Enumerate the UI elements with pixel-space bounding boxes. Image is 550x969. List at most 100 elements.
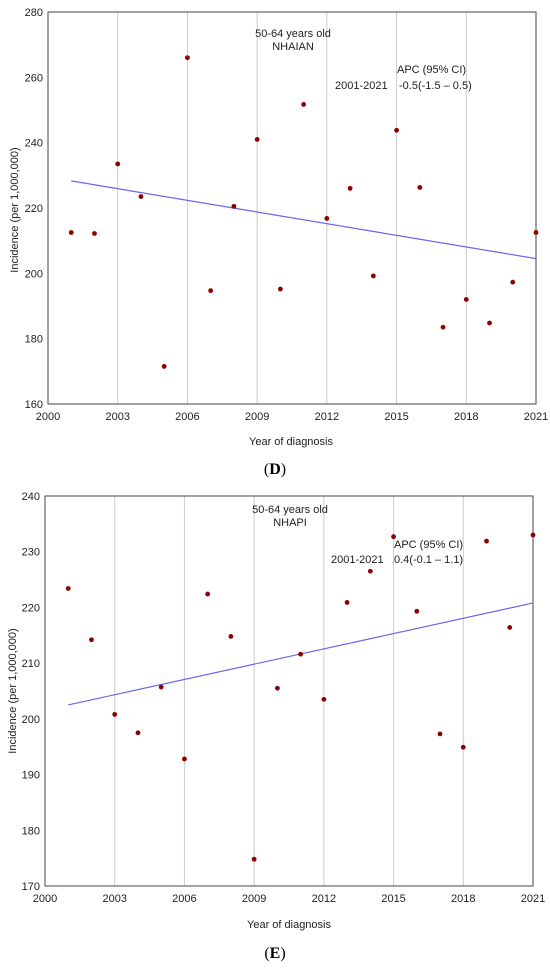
- y-tick-labels: 170 180 190 200 210 220 230 240: [22, 491, 40, 893]
- x-tick-label: 2003: [102, 893, 126, 905]
- chart-panel-e: 2000 2003 2006 2009 2012 2015 2018 2021 1701801…: [7, 491, 545, 962]
- data-point: [487, 320, 492, 326]
- x-tick-labels: 2000 2003 2006 2009 2012 2015 2018 2021: [33, 893, 545, 905]
- data-point: [507, 625, 513, 630]
- data-point: [298, 651, 304, 657]
- data-point: [228, 634, 234, 639]
- y-tick-label: 260: [25, 72, 43, 84]
- grid-lines: [47, 12, 537, 404]
- chart-panel-d: 2000 2003 2006 2009 2012 2015 2018 2021 160 180 2…: [9, 7, 548, 478]
- data-point: [89, 637, 94, 643]
- y-tick-label: 210: [22, 658, 40, 670]
- data-point: [414, 608, 420, 614]
- x-tick-label: 2012: [312, 893, 336, 905]
- data-point: [417, 185, 423, 190]
- annotation-apc-value: 0.4(-0.1 – 1.1): [394, 554, 463, 566]
- data-point: [182, 756, 187, 762]
- data-point: [251, 856, 257, 862]
- data-point: [391, 534, 396, 540]
- x-tick-label: 2015: [384, 411, 408, 423]
- data-points: [65, 532, 536, 862]
- data-point: [510, 279, 516, 285]
- data-point: [254, 137, 260, 142]
- y-tick-label: 180: [25, 334, 43, 346]
- y-tick-label: 160: [25, 399, 43, 411]
- y-tick-label: 200: [25, 268, 43, 280]
- annotation-population: NHAIAN: [272, 41, 314, 53]
- data-point: [484, 538, 489, 544]
- data-point: [530, 532, 536, 538]
- x-tick-label: 2006: [172, 893, 196, 905]
- annotation-apc-label: APC (95% CI): [394, 539, 463, 551]
- data-point: [135, 730, 141, 736]
- panel-label-d: (D): [264, 461, 286, 478]
- x-tick-label: 2012: [315, 411, 339, 423]
- data-point: [138, 194, 144, 199]
- data-point: [301, 102, 307, 107]
- y-tick-label: 240: [25, 138, 43, 150]
- data-point: [440, 324, 446, 330]
- data-point: [161, 364, 167, 369]
- plot-frame: [44, 495, 534, 887]
- x-tick-label: 2003: [105, 411, 129, 423]
- data-point: [324, 216, 330, 221]
- annotation-population: NHAPI: [273, 517, 307, 529]
- data-point: [367, 568, 373, 574]
- y-tick-label: 170: [22, 881, 40, 893]
- annotation-apc-label: APC (95% CI): [397, 64, 466, 76]
- x-tick-label: 2015: [381, 893, 405, 905]
- data-point: [533, 230, 539, 235]
- annotation-period: 2001-2021: [335, 80, 388, 92]
- data-point: [112, 712, 118, 717]
- data-point: [274, 685, 280, 691]
- x-axis-title: Year of diagnosis: [247, 919, 331, 931]
- y-axis-title: Incidence (per 1,000,000): [7, 628, 19, 753]
- x-tick-label: 2000: [36, 411, 60, 423]
- data-point: [347, 186, 353, 191]
- y-tick-label: 220: [25, 203, 43, 215]
- data-point: [437, 731, 443, 737]
- x-tick-label: 2009: [245, 411, 269, 423]
- y-tick-label: 180: [22, 825, 40, 837]
- panel-label-e: (E): [264, 945, 285, 962]
- data-point: [68, 230, 74, 235]
- data-point: [92, 231, 97, 236]
- data-point: [208, 288, 214, 294]
- data-point: [115, 161, 121, 167]
- data-point: [277, 286, 283, 292]
- annotation-age-group: 50-64 years old: [255, 28, 331, 40]
- data-point: [205, 591, 211, 597]
- x-tick-label: 2009: [242, 893, 266, 905]
- annotation-age-group: 50-64 years old: [252, 504, 328, 516]
- annotation-apc-value: -0.5(-1.5 – 0.5): [399, 80, 472, 92]
- data-point: [394, 127, 399, 133]
- data-point: [185, 55, 190, 61]
- data-point: [231, 203, 237, 209]
- y-tick-label: 200: [22, 714, 40, 726]
- x-tick-label: 2021: [521, 893, 545, 905]
- x-tick-label: 2021: [524, 411, 548, 423]
- data-point: [463, 297, 469, 302]
- y-axis-title: Incidence (per 1,000,000): [9, 147, 21, 272]
- data-point: [321, 696, 327, 702]
- data-point: [65, 586, 71, 591]
- x-tick-labels: 2000 2003 2006 2009 2012 2015 2018 2021: [36, 411, 548, 423]
- y-tick-label: 190: [22, 770, 40, 782]
- x-tick-label: 2018: [454, 411, 478, 423]
- data-points: [68, 55, 539, 369]
- data-point: [158, 684, 164, 690]
- x-tick-label: 2006: [175, 411, 199, 423]
- annotation-period: 2001-2021: [331, 554, 384, 566]
- y-tick-label: 220: [22, 602, 40, 614]
- y-tick-labels: 160 180 200 220 240 260 280: [25, 7, 43, 411]
- x-tick-label: 2018: [451, 893, 475, 905]
- y-tick-label: 240: [22, 491, 40, 503]
- y-tick-label: 230: [22, 547, 40, 559]
- y-tick-label: 280: [25, 7, 43, 19]
- trend-line: [71, 180, 537, 260]
- x-tick-label: 2000: [33, 893, 57, 905]
- data-point: [370, 273, 376, 279]
- data-point: [460, 744, 466, 750]
- x-axis-title: Year of diagnosis: [249, 436, 333, 448]
